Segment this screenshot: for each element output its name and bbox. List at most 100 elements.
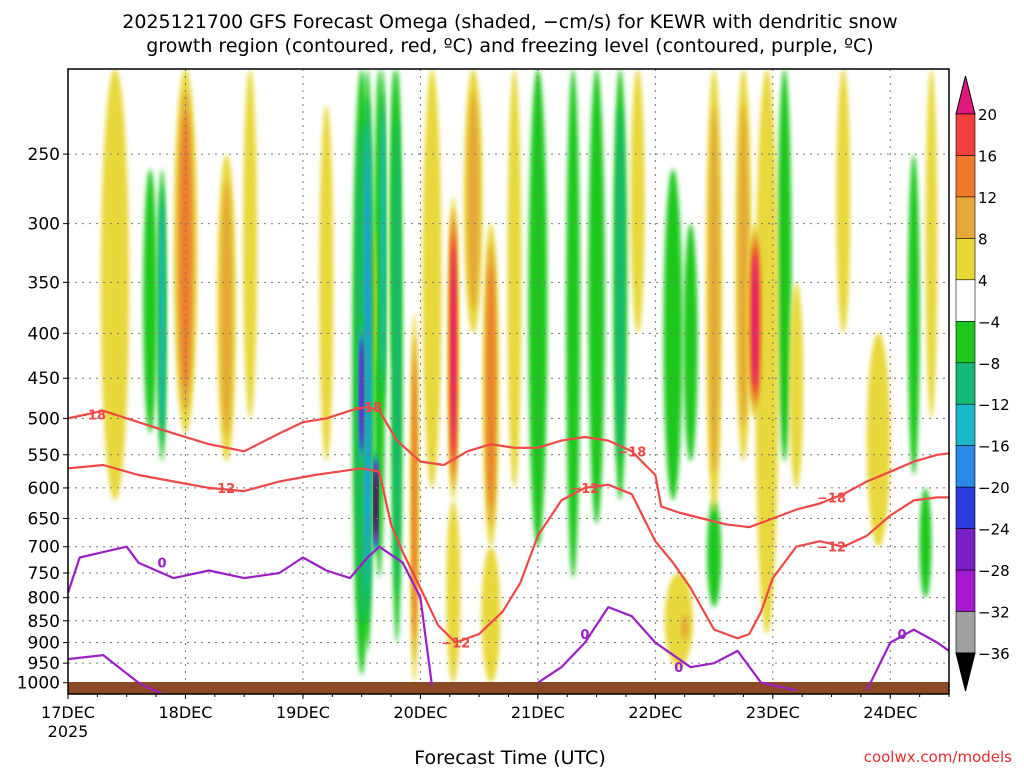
colorbar-bin — [955, 445, 976, 488]
omega-cell — [777, 69, 792, 462]
y-tick-label: 750 — [28, 564, 60, 584]
colorbar-label: −32 — [978, 604, 1010, 622]
omega-cell — [630, 69, 645, 334]
omega-cell — [738, 102, 749, 428]
omega-cell — [393, 118, 401, 593]
colorbar-bin — [955, 196, 976, 239]
contour-label: 0 — [674, 661, 683, 676]
contour-label: −12 — [570, 482, 599, 497]
omega-cell — [319, 105, 334, 462]
y-tick-label: 850 — [28, 612, 60, 632]
omega-cell — [907, 154, 920, 475]
omega-cell — [467, 91, 480, 311]
colorbar-label: −36 — [978, 645, 1010, 663]
colorbar-bin — [955, 238, 976, 281]
omega-cell — [588, 69, 605, 525]
chart-title-line2: growth region (contoured, red, ºC) and f… — [146, 35, 873, 57]
contour-label: 0 — [580, 628, 589, 643]
colorbar-bin — [955, 362, 976, 405]
x-tick-label: 18DEC — [158, 703, 212, 722]
y-tick-label: 1000 — [17, 674, 60, 694]
x-tick-label: 17DEC — [41, 703, 95, 722]
y-axis-pressure: 2503003504004505005506006507007508008509… — [17, 145, 68, 694]
x-tick-sublabel: 2025 — [48, 722, 89, 741]
colorbar-label: −4 — [978, 313, 1000, 331]
omega-cell — [481, 546, 501, 683]
y-tick-label: 700 — [28, 538, 60, 558]
omega-cell — [664, 573, 693, 668]
x-tick-label: 20DEC — [393, 703, 447, 722]
omega-cell — [487, 264, 495, 507]
omega-cell — [143, 169, 158, 434]
colorbar-label: 20 — [978, 106, 997, 124]
omega-cell — [159, 205, 165, 425]
contour-label: −12 — [206, 482, 235, 497]
y-tick-label: 350 — [28, 273, 60, 293]
colorbar-label: −20 — [978, 479, 1010, 497]
colorbar-label: −28 — [978, 562, 1010, 580]
colorbar-bin — [955, 279, 976, 322]
credit-text[interactable]: coolwx.com/models — [864, 748, 1012, 766]
omega-cell — [752, 254, 758, 388]
omega-cell — [100, 69, 130, 501]
x-tick-label: 19DEC — [276, 703, 330, 722]
colorbar-bin — [955, 155, 976, 198]
omega-cell — [359, 341, 364, 448]
omega-cell — [365, 154, 370, 566]
omega-cell — [446, 500, 461, 683]
omega-cell — [707, 500, 722, 607]
colorbar-bin — [955, 528, 976, 571]
omega-cell — [681, 614, 689, 640]
freezing-level-contour — [68, 545, 434, 687]
omega-cell — [373, 468, 378, 537]
y-tick-label: 800 — [28, 589, 60, 609]
colorbar-label: 16 — [978, 148, 997, 166]
x-tick-label: 23DEC — [746, 703, 800, 722]
omega-cell — [243, 69, 258, 419]
y-tick-label: 300 — [28, 215, 60, 235]
colorbar-bin — [955, 611, 976, 654]
colorbar-bin — [955, 403, 976, 447]
contour-label: −18 — [353, 401, 382, 416]
omega-cell — [615, 106, 625, 464]
colorbar-bin — [955, 320, 976, 364]
omega-colorbar: 20 16 12 8 4 −4 −8 −12 −16 −20 −24 −28 −32 −36 — [955, 75, 1010, 692]
omega-cell — [836, 69, 851, 334]
colorbar-bin — [955, 486, 976, 530]
freezing-level-contour — [537, 606, 797, 692]
contour-label: −12 — [441, 637, 470, 652]
omega-cell — [925, 69, 938, 419]
dgz-contour — [68, 463, 949, 644]
y-tick-label: 950 — [28, 654, 60, 674]
freezing-level-contour — [68, 654, 163, 694]
colorbar-label: 4 — [978, 272, 988, 290]
x-tick-label: 24DEC — [863, 703, 917, 722]
omega-cell — [451, 246, 456, 452]
colorbar-label: −16 — [978, 438, 1010, 456]
omega-cell — [919, 487, 932, 598]
y-tick-label: 450 — [28, 369, 60, 389]
contour-label: −12 — [817, 541, 846, 556]
omega-cell — [683, 223, 698, 462]
colorbar-bin — [955, 113, 976, 156]
freezing-level-contour — [865, 628, 949, 691]
y-tick-label: 900 — [28, 634, 60, 654]
colorbar-label: 8 — [978, 230, 988, 248]
x-axis-title: Forecast Time (UTC) — [414, 747, 605, 768]
omega-cell — [709, 107, 720, 475]
omega-shading — [100, 69, 938, 683]
ground-terrain — [68, 682, 949, 694]
colorbar-bottom-triangle — [955, 652, 976, 692]
x-tick-label: 22DEC — [628, 703, 682, 722]
y-tick-label: 550 — [28, 446, 60, 466]
omega-cell — [663, 169, 683, 501]
omega-cell — [422, 69, 442, 488]
omega-cell — [380, 112, 385, 375]
contour-label: −18 — [817, 491, 846, 506]
y-tick-label: 250 — [28, 145, 60, 165]
contour-label: 0 — [897, 628, 906, 643]
colorbar-label: −12 — [978, 396, 1010, 414]
omega-cell — [507, 69, 522, 488]
